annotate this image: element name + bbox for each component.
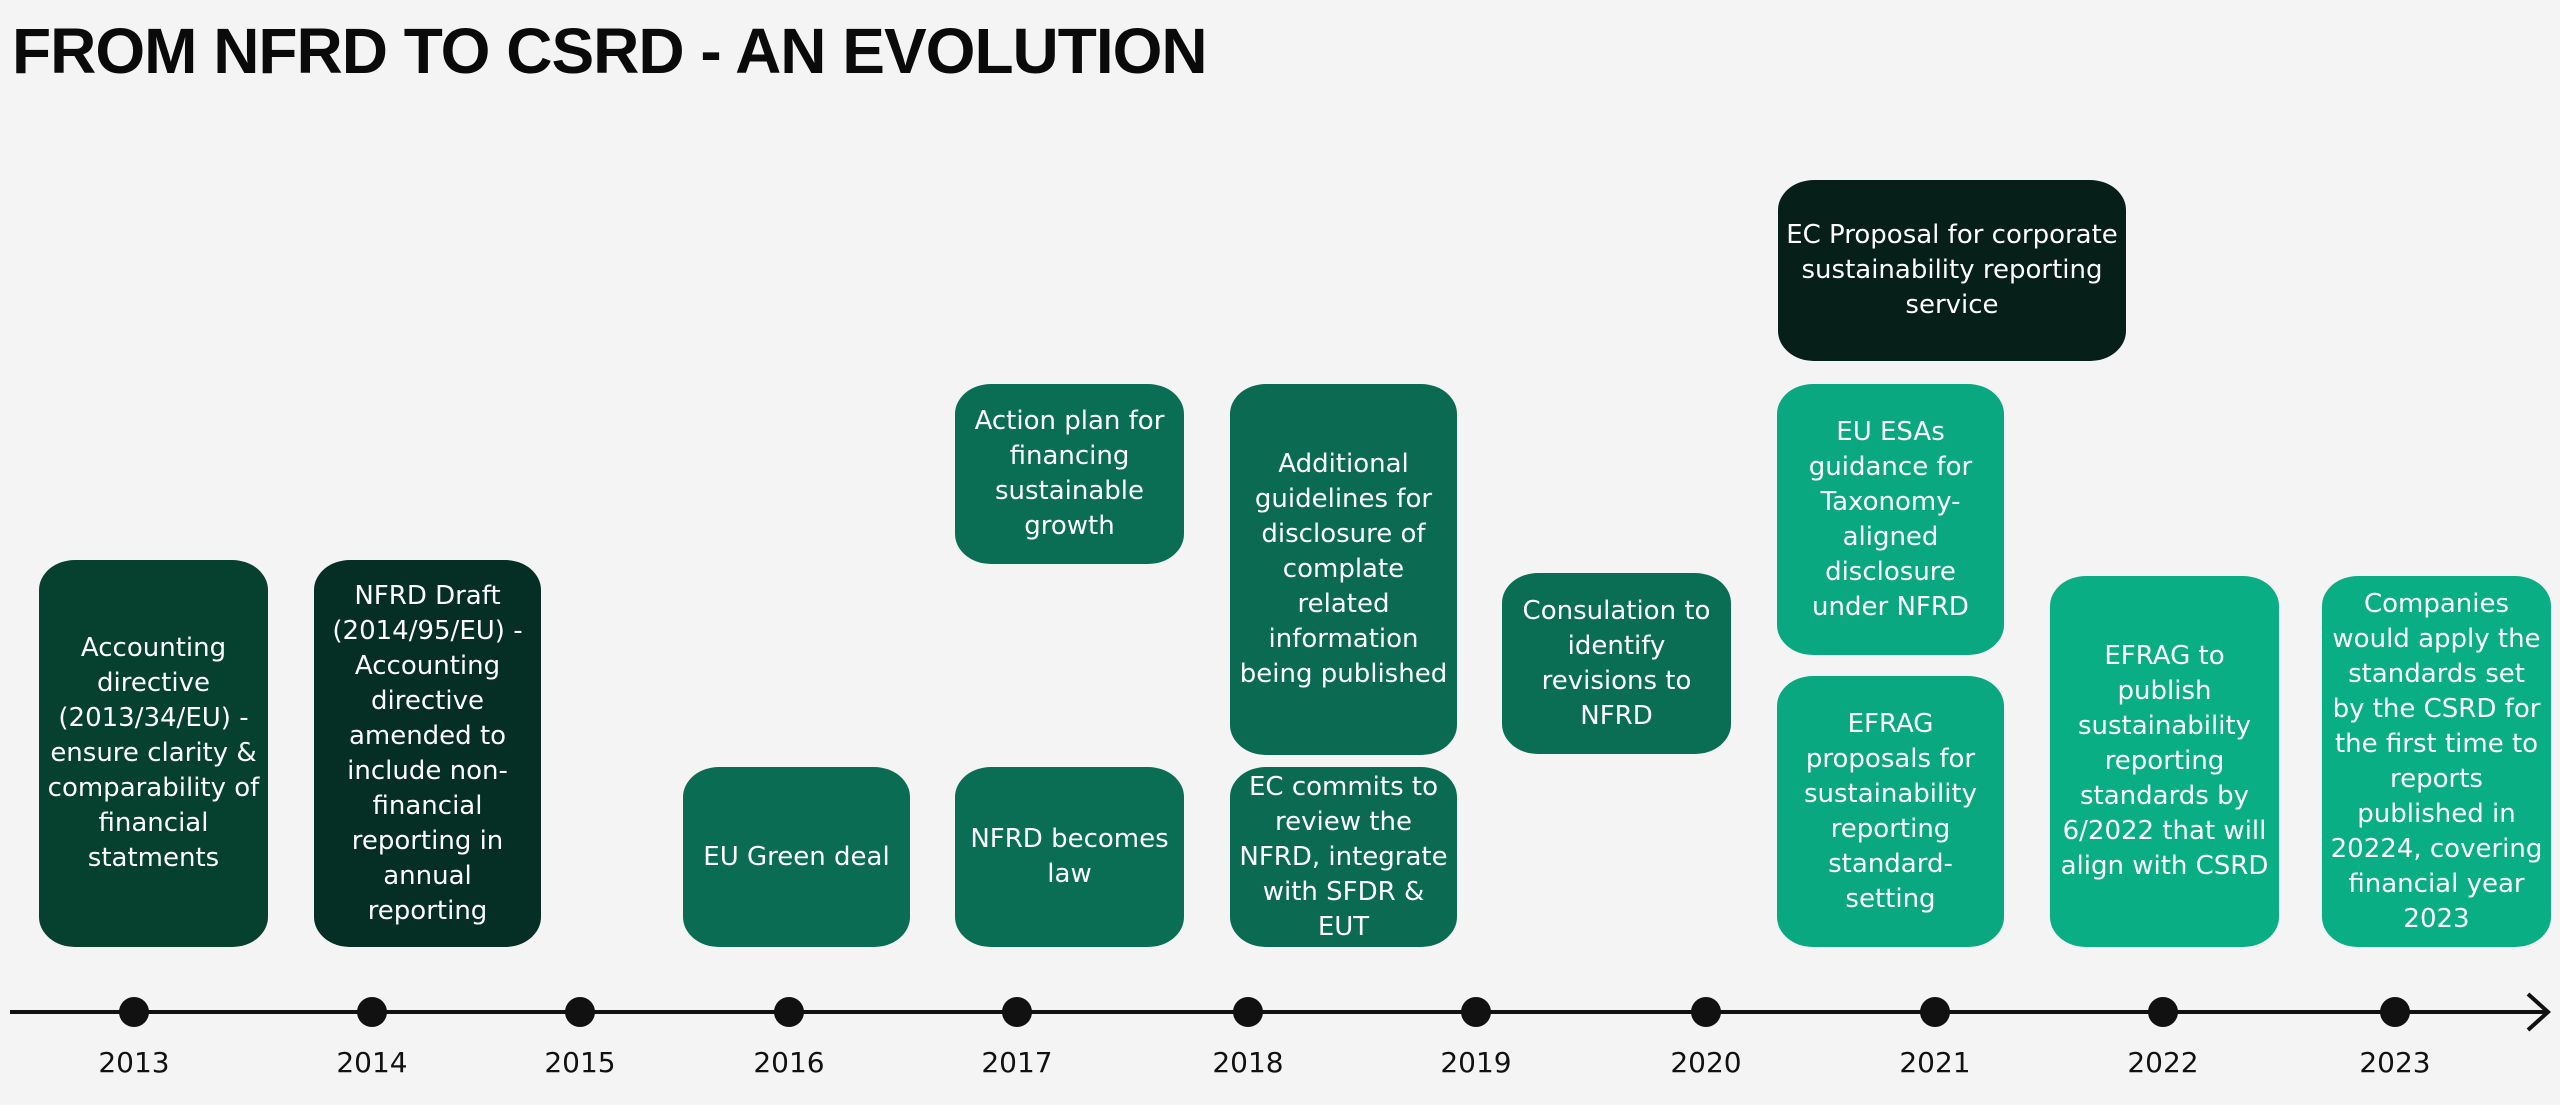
event-text: NFRD Draft (2014/95/EU) - Accounting dir… [332,580,523,926]
event-box: Consulation to identify revisions to NFR… [1502,573,1731,754]
event-box: Accounting directive (2013/34/EU) - ensu… [39,560,268,947]
year-dot [565,997,595,1027]
year-label: 2015 [544,1046,615,1079]
event-text: EFRAG proposals for sustainability repor… [1803,708,1978,914]
year-label: 2021 [1899,1046,1970,1079]
event-text: EC commits to review the NFRD, integrate… [1239,771,1448,942]
event-text: Companies would apply the standards set … [2330,588,2543,934]
year-label: 2013 [98,1046,169,1079]
event-box: EC Proposal for corporate sustainability… [1778,180,2126,361]
event-box: EU ESAs guidance for Taxonomy-aligned di… [1777,384,2004,655]
event-text: EU ESAs guidance for Taxonomy-aligned di… [1808,416,1973,622]
event-text: Additional guidelines for disclosure of … [1239,449,1448,689]
year-label: 2023 [2359,1046,2430,1079]
event-box: EFRAG proposals for sustainability repor… [1777,676,2004,947]
event-text: EU Green deal [703,841,890,872]
event-box: EC commits to review the NFRD, integrate… [1230,767,1457,947]
year-label: 2017 [981,1046,1052,1079]
event-box: Additional guidelines for disclosure of … [1230,384,1457,755]
year-dot [1461,997,1491,1027]
year-dot [1233,997,1263,1027]
event-box: EU Green deal [683,767,910,947]
year-dot [2380,997,2410,1027]
event-box: NFRD becomes law [955,767,1184,947]
year-dot [774,997,804,1027]
event-text: Consulation to identify revisions to NFR… [1522,595,1711,731]
event-text: EFRAG to publish sustainability reportin… [2060,641,2269,881]
year-dot [357,997,387,1027]
event-box: Companies would apply the standards set … [2322,576,2551,947]
year-dot [1691,997,1721,1027]
title: FROM NFRD TO CSRD - AN EVOLUTION [12,15,1208,87]
year-label: 2022 [2127,1046,2198,1079]
event-box: EFRAG to publish sustainability reportin… [2050,576,2279,947]
axis-arrow [2526,992,2551,1032]
event-text: Action plan for financing sustainable gr… [974,406,1165,541]
year-label: 2014 [336,1046,407,1079]
year-dot [1002,997,1032,1027]
year-label: 2018 [1212,1046,1283,1079]
year-label: 2016 [753,1046,824,1079]
event-text: NFRD becomes law [970,824,1169,889]
year-dot [1920,997,1950,1027]
year-dot [2148,997,2178,1027]
event-box: NFRD Draft (2014/95/EU) - Accounting dir… [314,560,541,947]
event-text: EC Proposal for corporate sustainability… [1786,220,2118,320]
year-label: 2019 [1440,1046,1511,1079]
event-text: Accounting directive (2013/34/EU) - ensu… [47,633,260,873]
year-dot [119,997,149,1027]
event-box: Action plan for financing sustainable gr… [955,384,1184,564]
year-label: 2020 [1670,1046,1741,1079]
